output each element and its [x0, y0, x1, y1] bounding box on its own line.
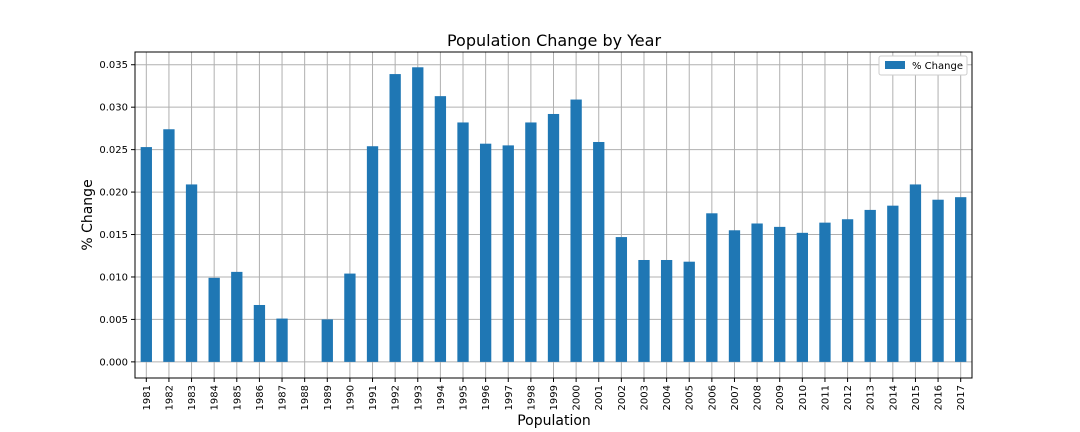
bar-1991: [366, 146, 379, 362]
x-tick-label: 1996: [481, 385, 492, 410]
x-tick-label: 2015: [911, 385, 922, 410]
bar-2017: [955, 197, 967, 362]
bar-1986: [253, 304, 266, 362]
bar-2010: [796, 232, 808, 362]
x-tick-label: 1982: [164, 385, 175, 410]
bar-2008: [751, 223, 763, 362]
bar-2004: [660, 259, 673, 362]
x-tick-label: 1985: [232, 385, 243, 410]
bar-1997: [502, 145, 514, 362]
x-tick-label: 1989: [323, 385, 334, 410]
x-tick-label: 2013: [866, 385, 877, 410]
x-tick-label: 1998: [526, 385, 537, 410]
x-tick-label: 2003: [639, 385, 650, 410]
bar-2003: [638, 259, 650, 362]
x-tick-label: 1994: [436, 385, 447, 410]
x-tick-label: 2007: [730, 385, 741, 410]
x-tick-label: 2009: [775, 385, 786, 410]
y-tick-label: 0.000: [99, 357, 128, 368]
bar-2015: [909, 184, 922, 362]
y-tick-label: 0.010: [99, 272, 128, 283]
x-tick-label: 2014: [888, 385, 899, 410]
legend-box: [878, 55, 968, 76]
x-tick-label: 2017: [956, 385, 967, 410]
bar-1987: [276, 318, 288, 362]
legend: % Change: [878, 55, 968, 76]
x-tick-label: 2012: [843, 385, 854, 410]
bar-1985: [231, 271, 243, 362]
bar-2009: [774, 226, 786, 362]
x-tick-label: 1995: [459, 385, 470, 410]
bar-1998: [525, 122, 537, 362]
bar-2012: [841, 219, 854, 362]
x-ticks: 1981 1982 1983 1984 1985 1986 1987 1988 1989 1990…: [142, 378, 967, 410]
bar-1992: [389, 74, 401, 362]
legend-label: % Change: [912, 61, 963, 72]
x-tick-label: 1988: [300, 385, 311, 410]
x-tick-label: 1984: [210, 385, 221, 410]
x-tick-label: 1986: [255, 385, 266, 410]
x-tick-label: 2002: [617, 385, 628, 410]
x-tick-label: 1981: [142, 385, 153, 410]
y-ticks: 0.000 0.005 0.010 0.015 0.020 0.025 0.030 0.035: [99, 60, 135, 368]
bar-1993: [412, 67, 424, 362]
bar-2011: [819, 222, 831, 362]
bar-1995: [457, 122, 469, 362]
legend-swatch: [885, 61, 905, 69]
x-tick-label: 2005: [685, 385, 696, 410]
bar-1999: [547, 113, 560, 362]
bar-2005: [683, 261, 695, 362]
x-tick-label: 1991: [368, 385, 379, 410]
bar-1994: [434, 96, 447, 362]
x-tick-label: 2008: [753, 385, 764, 410]
chart-title: Population Change by Year: [447, 31, 662, 50]
y-tick-label: 0.015: [99, 230, 128, 241]
x-tick-label: 2001: [594, 385, 605, 410]
x-tick-label: 1993: [413, 385, 424, 410]
x-tick-label: 2016: [934, 385, 945, 410]
x-tick-label: 1992: [391, 385, 402, 410]
x-axis-label: Population: [517, 413, 591, 429]
y-tick-label: 0.020: [99, 188, 128, 199]
x-tick-label: 2006: [707, 385, 718, 410]
x-tick-label: 1990: [345, 385, 356, 410]
y-tick-label: 0.025: [99, 145, 128, 156]
bar-1983: [185, 184, 198, 362]
bar-2013: [864, 209, 876, 362]
x-tick-label: 2011: [820, 385, 831, 410]
bar-2001: [593, 141, 605, 362]
bar-2014: [887, 205, 899, 362]
x-tick-label: 1999: [549, 385, 560, 410]
y-tick-label: 0.005: [99, 315, 128, 326]
bar-2006: [706, 213, 718, 362]
bar-1990: [344, 273, 356, 362]
x-tick-label: 1987: [278, 385, 289, 410]
y-tick-label: 0.035: [99, 60, 128, 71]
bar-2002: [615, 237, 628, 362]
y-tick-label: 0.030: [99, 103, 128, 114]
x-tick-label: 1997: [504, 385, 515, 410]
x-tick-label: 1983: [187, 385, 198, 410]
bar-1984: [208, 277, 220, 362]
bar-2007: [728, 230, 741, 362]
bars: [140, 67, 967, 362]
y-axis-label: % Change: [80, 179, 96, 250]
x-tick-label: 2010: [798, 385, 809, 410]
bar-2000: [570, 99, 582, 362]
bar-1982: [163, 129, 175, 362]
bar-1981: [140, 147, 152, 362]
bar-1989: [321, 319, 333, 362]
x-tick-label: 2000: [572, 385, 583, 410]
bar-1996: [479, 143, 492, 362]
bar-2016: [932, 199, 944, 362]
x-tick-label: 2004: [662, 385, 673, 410]
